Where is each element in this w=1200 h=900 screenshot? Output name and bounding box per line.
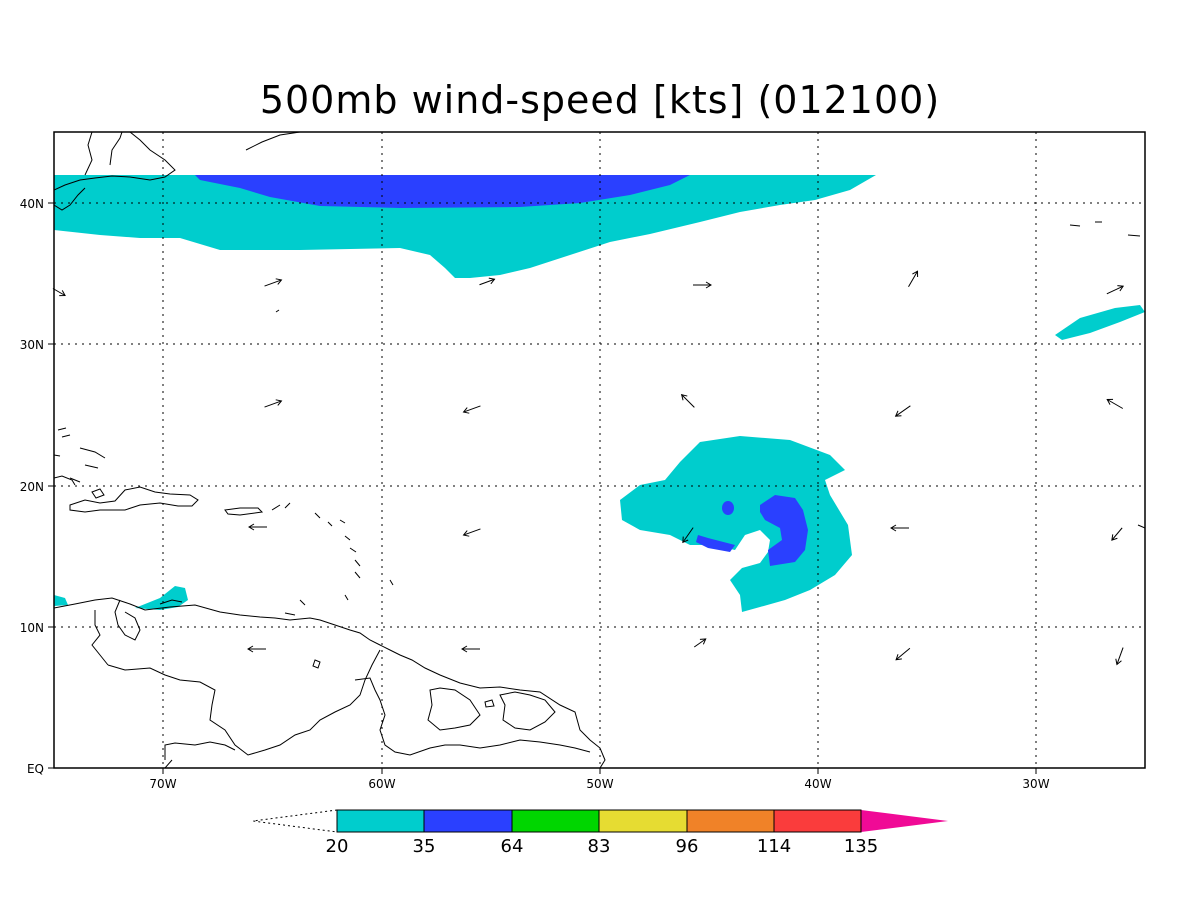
caribbean-wind-20kt — [135, 586, 188, 610]
lon-tick-labels: 70W 60W 50W 40W 30W — [149, 777, 1049, 791]
wind-vector — [461, 645, 480, 653]
map-layer — [54, 132, 1145, 768]
wind-vector — [693, 638, 707, 648]
lon-tick-label: 30W — [1022, 777, 1049, 791]
wind-vector — [890, 524, 909, 532]
colorbar-swatch — [599, 810, 687, 832]
lat-tick-label: 20N — [20, 480, 44, 494]
wind-vector — [680, 393, 695, 408]
colorbar-swatch — [687, 810, 774, 832]
lat-tick-label: 10N — [20, 621, 44, 635]
wind-vector — [248, 523, 267, 531]
wind-vector — [1106, 398, 1124, 409]
colorbar: 20 35 64 83 96 114 135 — [252, 809, 948, 857]
jet-streak-35kt — [195, 175, 690, 208]
tick-marks — [48, 202, 1037, 774]
lat-tick-label: 40N — [20, 197, 44, 211]
colorbar-swatch — [774, 810, 861, 832]
wind-vector — [264, 399, 283, 408]
storm-wind-35kt-band — [696, 535, 735, 552]
colorbar-label: 64 — [501, 836, 524, 857]
storm-wind-35kt — [760, 495, 808, 566]
colorbar-swatch — [337, 810, 424, 832]
lon-tick-label: 70W — [149, 777, 176, 791]
chart-title: 500mb wind-speed [kts] (012100) — [259, 78, 941, 122]
wind-vectors — [52, 270, 1125, 666]
northeast-wind-20kt — [1055, 305, 1145, 340]
colorbar-label: 35 — [413, 836, 436, 857]
wind-vector — [247, 645, 266, 653]
colorbar-low-triangle — [252, 809, 338, 833]
colorbar-swatch — [424, 810, 512, 832]
wind-vector — [264, 278, 283, 287]
lon-tick-label: 60W — [368, 777, 395, 791]
wind-vector — [52, 288, 66, 297]
wind-vector — [895, 647, 911, 661]
storm-wind-35kt-spot — [722, 501, 734, 515]
coastlines — [54, 132, 1145, 768]
wind-vector — [462, 405, 481, 414]
wind-vector — [894, 405, 911, 417]
storm-wind-20kt — [620, 436, 852, 612]
colorbar-swatch — [512, 810, 599, 832]
lat-tick-label: EQ — [27, 762, 44, 776]
colorbar-label: 83 — [588, 836, 611, 857]
colorbar-high-triangle — [861, 810, 948, 832]
colorbar-label: 114 — [757, 836, 791, 857]
wind-vector — [462, 528, 481, 537]
wind-vector — [479, 277, 496, 286]
jet-streak-20kt — [54, 175, 876, 278]
grid — [54, 132, 1145, 768]
wind-vector — [1111, 527, 1123, 541]
venezuela-coast-wind-20kt — [54, 595, 68, 606]
wind-vector — [1115, 647, 1124, 666]
lat-tick-label: 30N — [20, 338, 44, 352]
colorbar-label: 20 — [326, 836, 349, 857]
wind-vector — [908, 270, 919, 288]
wind-vector — [682, 527, 694, 544]
lon-tick-label: 40W — [804, 777, 831, 791]
colorbar-label: 96 — [676, 836, 699, 857]
colorbar-label: 135 — [844, 836, 878, 857]
wind-vector — [693, 281, 712, 289]
lat-tick-labels: EQ 10N 20N 30N 40N — [20, 197, 44, 776]
wind-vector — [1106, 285, 1125, 295]
lon-tick-label: 50W — [586, 777, 613, 791]
